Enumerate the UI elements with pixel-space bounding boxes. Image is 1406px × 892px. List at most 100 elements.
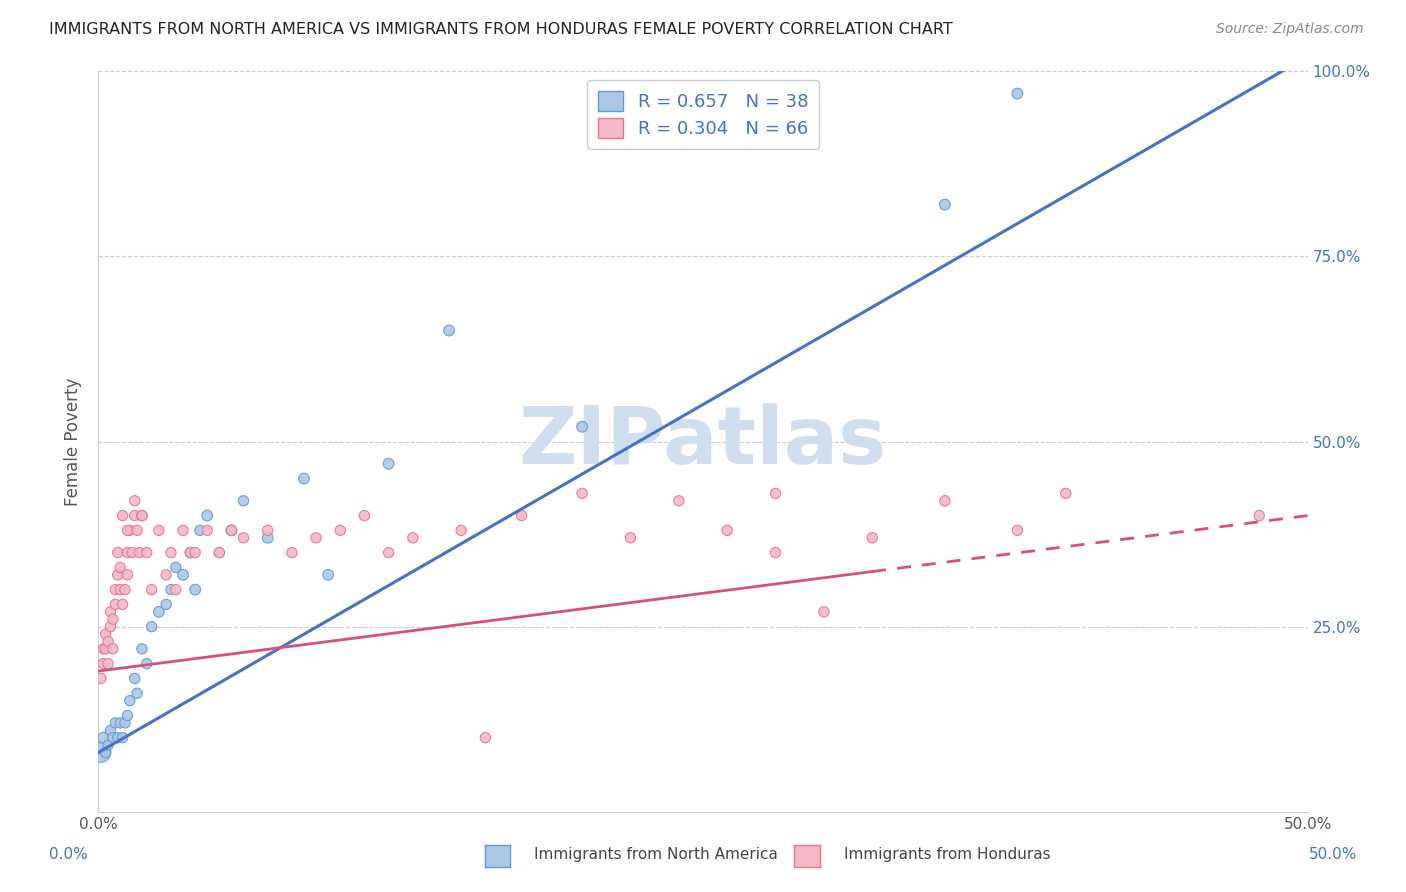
Point — [107, 546, 129, 560]
Point — [437, 324, 460, 338]
Point — [128, 546, 150, 560]
Point — [97, 657, 120, 671]
Point — [165, 582, 187, 597]
Point — [668, 493, 690, 508]
Point — [97, 738, 120, 752]
Point — [765, 486, 787, 500]
Point — [131, 508, 153, 523]
Point — [124, 672, 146, 686]
Point — [127, 686, 149, 700]
Point — [716, 524, 738, 538]
Point — [91, 657, 114, 671]
Point — [104, 715, 127, 730]
Point — [377, 457, 399, 471]
Point — [108, 715, 131, 730]
Point — [100, 619, 122, 633]
Point — [474, 731, 496, 745]
Text: ZIPatlas: ZIPatlas — [519, 402, 887, 481]
Point — [111, 508, 134, 523]
Point — [860, 531, 883, 545]
Point — [117, 567, 139, 582]
Point — [118, 694, 141, 708]
Point — [141, 619, 163, 633]
Point — [104, 598, 127, 612]
Point — [232, 493, 254, 508]
Point — [94, 641, 117, 656]
Point — [124, 508, 146, 523]
Point — [934, 493, 956, 508]
Point — [101, 641, 124, 656]
Point — [1249, 508, 1271, 523]
Point — [117, 546, 139, 560]
Point — [127, 524, 149, 538]
Point — [172, 524, 194, 538]
Point — [292, 471, 315, 485]
Point — [184, 546, 207, 560]
Point — [1054, 486, 1077, 500]
Point — [188, 524, 211, 538]
Point — [329, 524, 352, 538]
Point — [91, 641, 114, 656]
Point — [117, 708, 139, 723]
Point — [450, 524, 472, 538]
Text: IMMIGRANTS FROM NORTH AMERICA VS IMMIGRANTS FROM HONDURAS FEMALE POVERTY CORRELA: IMMIGRANTS FROM NORTH AMERICA VS IMMIGRA… — [49, 22, 953, 37]
Point — [124, 493, 146, 508]
Point — [160, 582, 183, 597]
Point — [208, 546, 231, 560]
Point — [100, 723, 122, 738]
Point — [90, 672, 112, 686]
Point — [813, 605, 835, 619]
Point — [108, 582, 131, 597]
Point — [131, 508, 153, 523]
Point — [131, 641, 153, 656]
Point — [305, 531, 328, 545]
Point — [111, 598, 134, 612]
Point — [141, 582, 163, 597]
Point — [402, 531, 425, 545]
Point — [121, 546, 143, 560]
Point — [765, 546, 787, 560]
Point — [135, 657, 157, 671]
Point — [118, 524, 141, 538]
Point — [1007, 524, 1029, 538]
Point — [934, 197, 956, 211]
Point — [179, 546, 201, 560]
Point — [100, 605, 122, 619]
Point — [94, 746, 117, 760]
Point — [571, 486, 593, 500]
Point — [221, 524, 243, 538]
Point — [148, 605, 170, 619]
Point — [94, 627, 117, 641]
Point — [165, 560, 187, 574]
Point — [117, 524, 139, 538]
Point — [108, 560, 131, 574]
Point — [256, 531, 278, 545]
Point — [101, 612, 124, 626]
Point — [281, 546, 304, 560]
Text: 0.0%: 0.0% — [49, 847, 89, 862]
Point — [155, 567, 177, 582]
Point — [160, 546, 183, 560]
Point — [232, 531, 254, 545]
Point — [107, 567, 129, 582]
Point — [148, 524, 170, 538]
Point — [97, 634, 120, 648]
Point — [114, 582, 136, 597]
Point — [208, 546, 231, 560]
Point — [184, 582, 207, 597]
Point — [571, 419, 593, 434]
Point — [510, 508, 533, 523]
Point — [619, 531, 641, 545]
Text: Source: ZipAtlas.com: Source: ZipAtlas.com — [1216, 22, 1364, 37]
Text: Immigrants from North America: Immigrants from North America — [534, 847, 778, 862]
Text: 50.0%: 50.0% — [1309, 847, 1357, 862]
Point — [353, 508, 375, 523]
Point — [1007, 87, 1029, 101]
Point — [316, 567, 339, 582]
Point — [172, 567, 194, 582]
Point — [104, 582, 127, 597]
Legend: R = 0.657   N = 38, R = 0.304   N = 66: R = 0.657 N = 38, R = 0.304 N = 66 — [588, 80, 818, 149]
Point — [195, 508, 218, 523]
Point — [114, 715, 136, 730]
Text: Immigrants from Honduras: Immigrants from Honduras — [844, 847, 1050, 862]
